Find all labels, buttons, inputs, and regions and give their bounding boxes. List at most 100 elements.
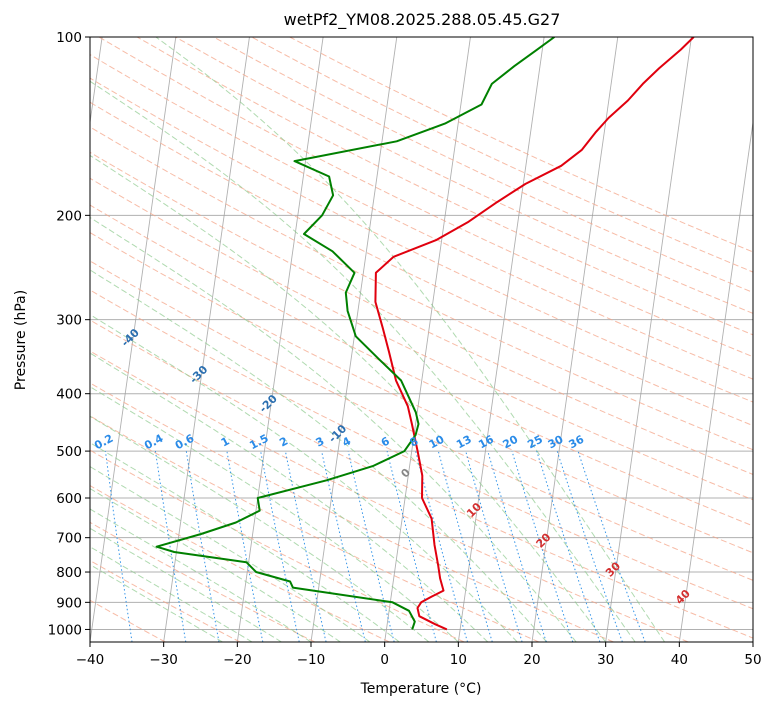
moist-adiabat-line xyxy=(90,508,312,642)
dry-adiabat-line xyxy=(213,37,753,294)
x-tick-label: 0 xyxy=(380,652,389,668)
mixing-ratio-label: 30 xyxy=(546,433,566,452)
x-tick-label: 10 xyxy=(450,652,467,668)
isotherm-label: 40 xyxy=(673,587,693,607)
y-tick-label: 200 xyxy=(56,208,82,224)
mixing-ratio-label: 0.2 xyxy=(92,432,115,453)
mixing-ratio-label: 25 xyxy=(525,433,545,452)
y-tick-label: 600 xyxy=(56,491,82,507)
mixing-ratio-line xyxy=(321,450,366,642)
mixing-ratio-line xyxy=(104,451,133,642)
dry-adiabat-line xyxy=(289,37,753,253)
y-tick-label: 500 xyxy=(56,444,82,460)
x-tick-label: −10 xyxy=(297,652,326,668)
plot-frame xyxy=(89,36,754,643)
moist-adiabat-line xyxy=(90,80,636,642)
moist-adiabat-line xyxy=(155,37,666,642)
moist-adiabat-line xyxy=(90,216,577,642)
mixing-ratio-line xyxy=(536,450,601,642)
isotherm-line xyxy=(310,37,398,642)
y-tick-label: 800 xyxy=(56,565,82,581)
isotherm-line xyxy=(531,37,619,642)
y-tick-label: 100 xyxy=(56,30,82,46)
mixing-ratio-label: 6 xyxy=(379,434,392,449)
mixing-ratio-label: 20 xyxy=(501,433,521,452)
x-tick-label: −40 xyxy=(76,652,105,668)
isotherm-label: -40 xyxy=(119,326,142,349)
isotherm-line xyxy=(384,37,471,642)
dry-adiabat-line xyxy=(90,350,689,642)
mixing-ratio-label: 13 xyxy=(454,433,474,452)
axis-ticks: −40 −30 −20 −10 0 10 20 30 40 5010020030040050060… xyxy=(48,30,762,668)
chart-title: wetPf2_YM08.2025.288.05.45.G27 xyxy=(284,10,561,30)
isotherm-label: -20 xyxy=(257,392,280,415)
dry-adiabat-line xyxy=(90,449,465,642)
background-lines xyxy=(90,37,753,642)
mixing-ratio-line xyxy=(437,450,493,642)
dry-adiabat-line xyxy=(90,204,753,527)
moist-adiabat-line xyxy=(90,386,459,642)
mixing-ratio-line xyxy=(415,450,468,642)
mixing-ratio-line xyxy=(465,450,523,642)
isotherm-line xyxy=(236,37,324,642)
isotherm-label: -30 xyxy=(187,363,210,386)
isotherm-label: 10 xyxy=(464,500,484,520)
x-tick-label: 30 xyxy=(597,652,614,668)
dry-adiabat-line xyxy=(90,53,753,380)
dry-adiabat-line xyxy=(136,37,753,336)
mixing-ratio-label: 16 xyxy=(476,433,496,452)
isotherm-line xyxy=(678,119,753,642)
dry-adiabat-line xyxy=(90,415,540,642)
y-tick-label: 300 xyxy=(56,313,82,329)
moist-adiabat-line xyxy=(90,465,371,642)
x-tick-label: 20 xyxy=(523,652,540,668)
isotherm-label: -60 xyxy=(0,226,9,249)
dry-adiabat-line xyxy=(90,289,753,610)
moist-adiabat-line xyxy=(90,269,548,642)
moist-adiabat-line xyxy=(90,546,253,642)
mixing-ratio-line xyxy=(226,451,264,642)
mixing-ratio-line xyxy=(185,451,220,642)
isotherm-line xyxy=(457,37,545,642)
mixing-ratio-line xyxy=(386,450,437,642)
dry-adiabat-line xyxy=(90,177,753,501)
mixing-ratio-label: 0.4 xyxy=(142,432,166,453)
y-tick-label: 900 xyxy=(56,595,82,611)
moist-adiabat-line xyxy=(90,488,341,642)
x-tick-label: −20 xyxy=(223,652,252,668)
moist-adiabat-line xyxy=(90,527,282,642)
y-axis-label: Pressure (hPa) xyxy=(13,290,29,390)
dry-adiabat-line xyxy=(90,485,390,642)
dry-adiabat-line xyxy=(90,319,753,639)
y-tick-label: 700 xyxy=(56,531,82,547)
isotherm-line xyxy=(605,37,692,642)
y-tick-label: 400 xyxy=(56,387,82,403)
dry-adiabat-line xyxy=(90,382,614,642)
series-group xyxy=(155,37,695,631)
isotherm-label: 0 xyxy=(398,466,413,481)
temperature-line xyxy=(374,37,695,631)
y-tick-label: 1000 xyxy=(48,622,82,638)
isotherm-label: 30 xyxy=(603,559,623,579)
x-axis-label: Temperature (°C) xyxy=(360,681,482,697)
x-tick-label: 50 xyxy=(744,652,761,668)
mixing-ratio-line xyxy=(284,451,327,642)
dry-adiabat-line xyxy=(90,260,753,581)
mixing-ratio-label: 8 xyxy=(408,434,421,449)
dry-adiabat-line xyxy=(90,521,315,642)
dry-adiabat-line xyxy=(175,37,753,314)
mixing-ratio-line xyxy=(260,451,300,642)
mixing-ratio-label: 36 xyxy=(567,433,587,452)
moist-adiabat-line xyxy=(90,564,223,642)
mixing-ratio-line xyxy=(556,450,623,642)
moist-adiabat-line xyxy=(90,313,518,642)
dry-adiabat-line xyxy=(90,151,753,475)
mixing-ratio-label: 10 xyxy=(427,433,447,452)
isotherm-line xyxy=(90,37,177,642)
moist-adiabat-line xyxy=(90,415,430,642)
mixing-ratio-line xyxy=(577,450,646,642)
dry-adiabat-line xyxy=(90,77,753,403)
dewpoint-line xyxy=(155,37,555,630)
mixing-ratio-label: 1 xyxy=(219,434,232,449)
